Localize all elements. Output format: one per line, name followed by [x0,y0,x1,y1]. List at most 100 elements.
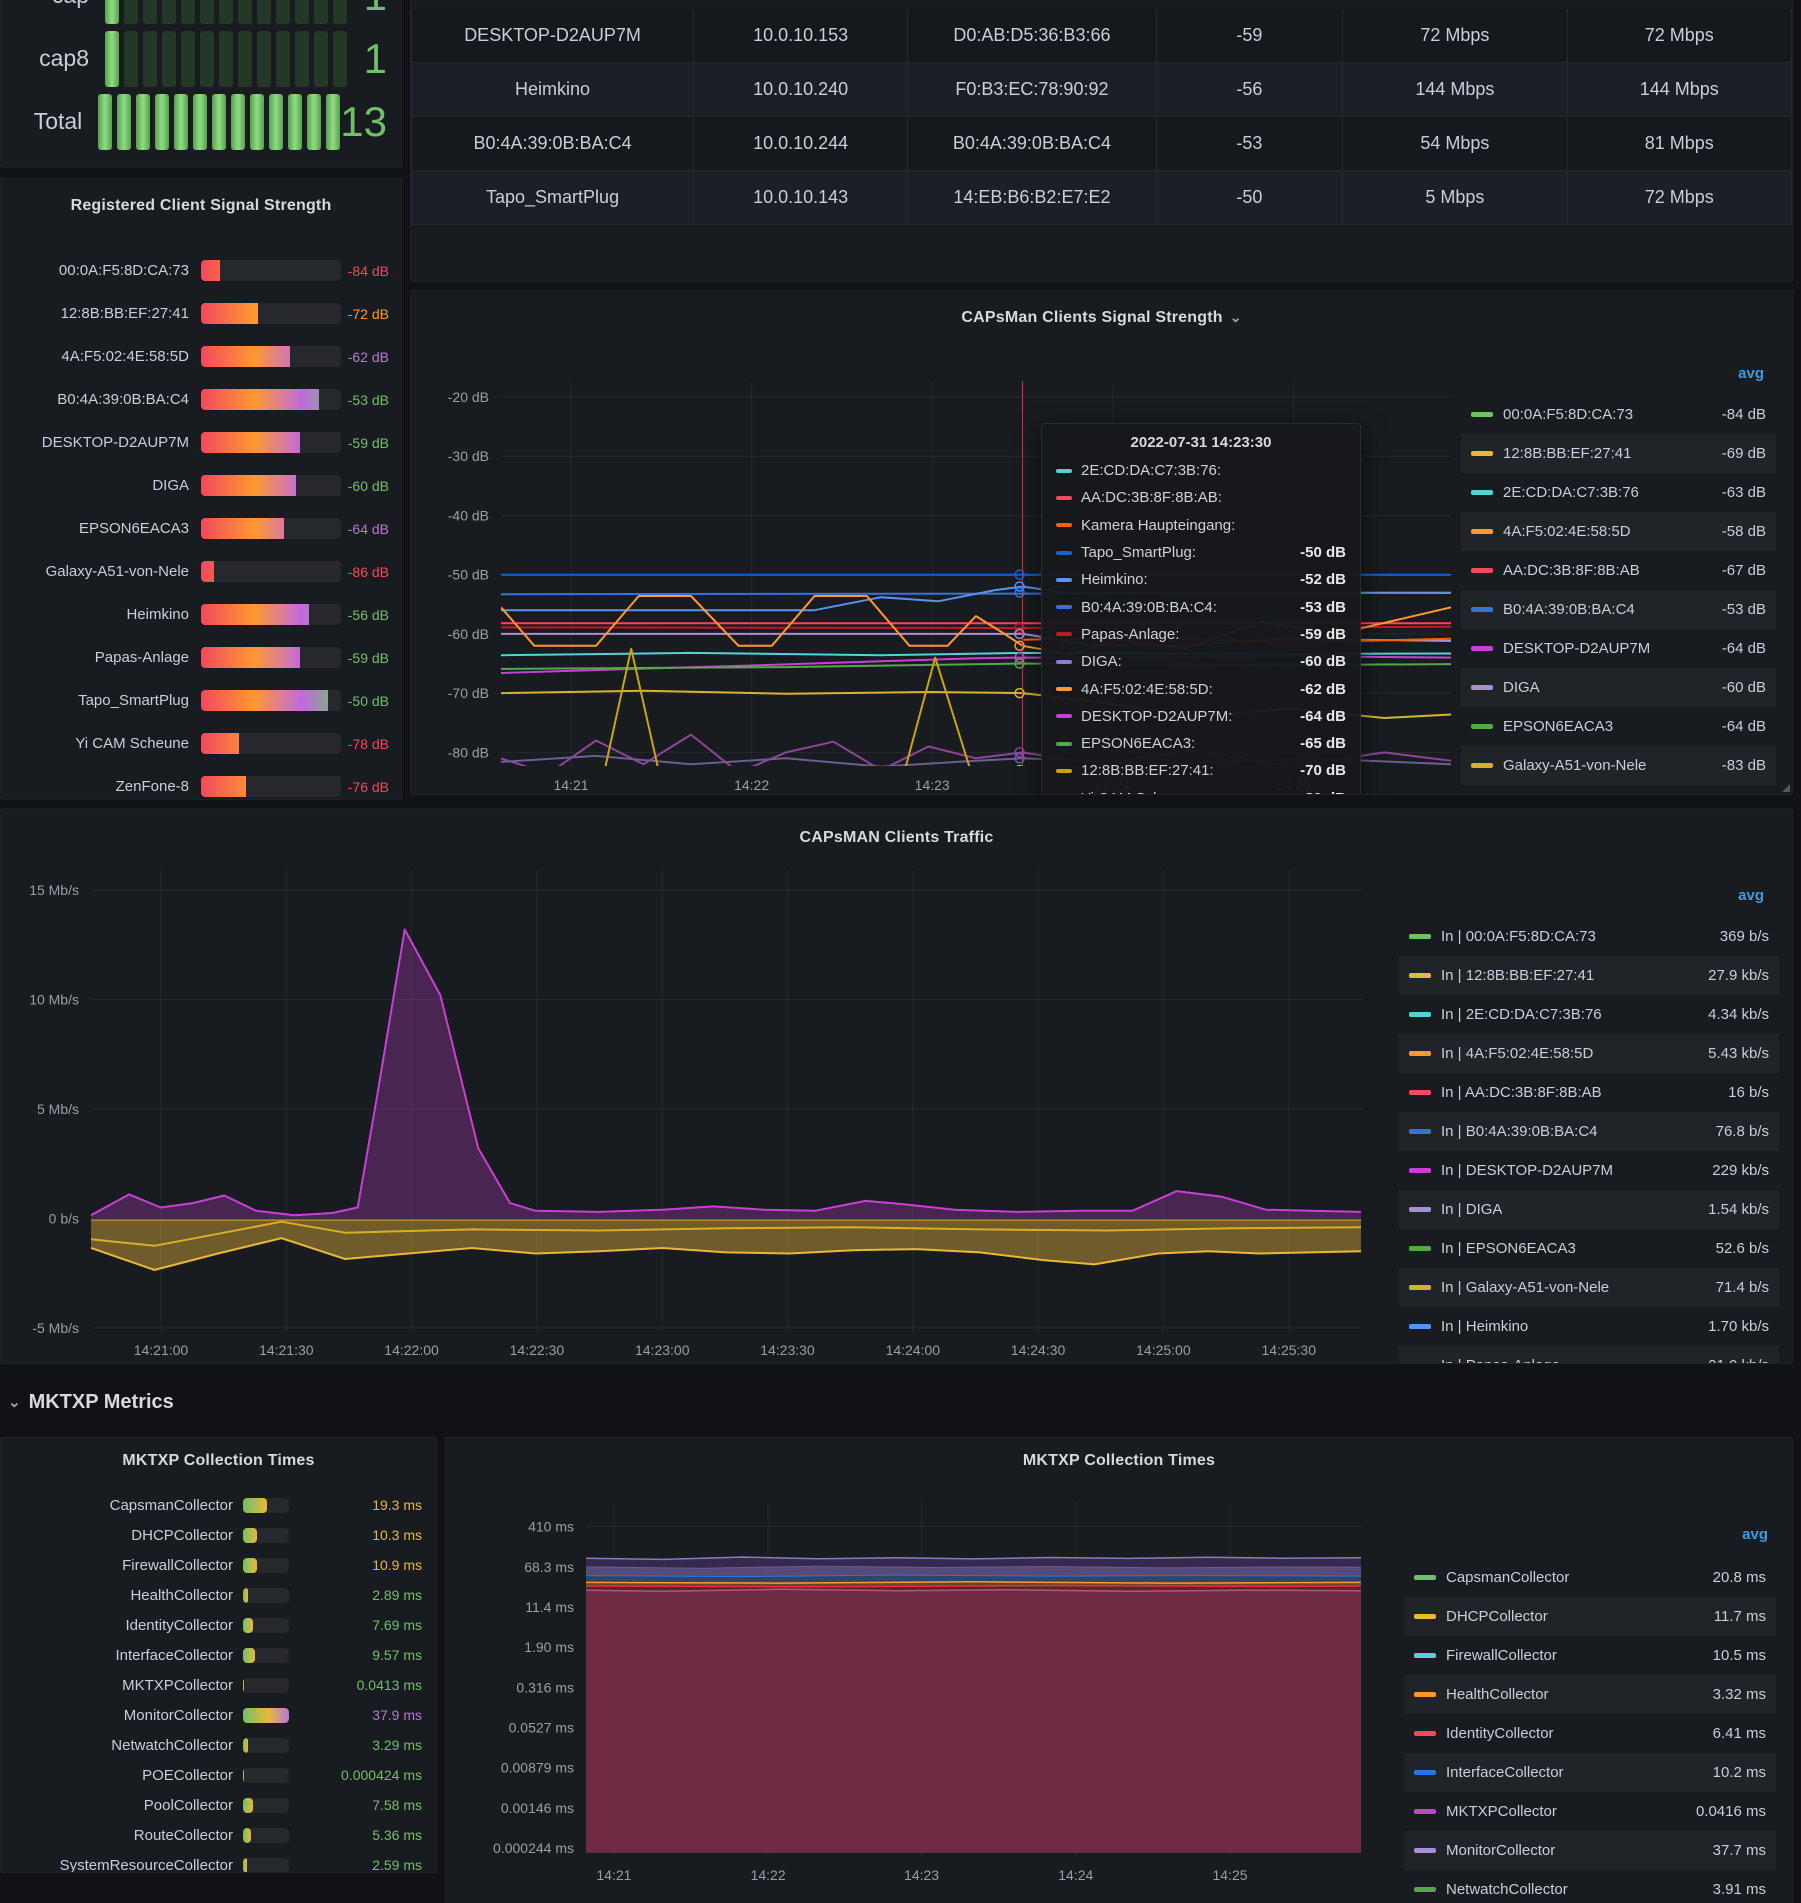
led-segment-off [276,0,290,24]
tooltip-label: EPSON6EACA3: [1081,735,1196,753]
legend-item[interactable]: 4A:F5:02:4E:58:5D -58 dB [1461,512,1776,551]
mktxp-gauge-value: 9.57 ms [372,1647,422,1663]
mktxp-gauge-row: NetwatchCollector 3.29 ms [1,1730,436,1760]
legend-item[interactable]: DHCPCollector 11.7 ms [1404,1597,1776,1636]
legend-item[interactable]: 2E:CD:DA:C7:3B:76 -63 dB [1461,473,1776,512]
mktxp-gauge-fill [243,1647,256,1663]
panel-title[interactable]: CAPsMAN Clients Traffic [799,829,994,846]
x-axis-label: 14:25:00 [1136,1342,1191,1358]
tooltip-label: Tapo_SmartPlug: [1081,544,1197,562]
mktxp-gauge-track [243,1677,289,1693]
legend-label: In | 2E:CD:DA:C7:3B:76 [1441,1006,1602,1023]
signal-gauge-track [201,475,341,496]
series-color-icon [1409,1285,1431,1290]
data-point-marker [1014,640,1025,652]
legend-item[interactable]: In | DESKTOP-D2AUP7M 229 kb/s [1399,1151,1779,1190]
led-segment-off [143,30,157,87]
panel-mktxp-collection-times-bars: MKTXP Collection Times CapsmanCollector 1… [0,1437,437,1873]
series-color-icon [1409,1051,1431,1056]
led-segment-off [162,0,176,24]
legend-item[interactable]: 00:0A:F5:8D:CA:73 -84 dB [1461,395,1776,434]
legend-item[interactable]: In | Galaxy-A51-von-Nele 71.4 b/s [1399,1268,1779,1307]
legend-value: 1.54 kb/s [1708,1201,1769,1218]
legend-item[interactable]: IdentityCollector 6.41 ms [1404,1714,1776,1753]
legend-item[interactable]: In | B0:4A:39:0B:BA:C4 76.8 b/s [1399,1112,1779,1151]
signal-gauge-label: 00:0A:F5:8D:CA:73 [58,262,189,279]
tooltip-row: Kamera Haupteingang: [1056,512,1346,539]
panel-capsman-clients-signal-strength: CAPsMan Clients Signal Strength ⌄ -20 dB -… [410,290,1793,795]
panel-title[interactable]: CAPsMan Clients Signal Strength ⌄ [411,309,1792,327]
led-segment-off [219,30,233,87]
led-segment-lit [307,93,322,150]
signal-gauge-track [201,561,341,582]
legend-avg-header[interactable]: avg [1742,1526,1768,1543]
y-axis-label: 5 Mb/s [37,1101,79,1117]
panel-title[interactable]: MKTXP Collection Times [122,1452,315,1469]
y-axis-label: 0.00146 ms [501,1800,574,1816]
led-segment-lit [105,30,119,87]
mktxp-gauge-value: 5.36 ms [372,1827,422,1843]
mktxp-gauge-value: 3.29 ms [372,1737,422,1753]
signal-gauge-label: Galaxy-A51-von-Nele [45,563,189,580]
legend-value: 4.34 kb/s [1708,1006,1769,1023]
legend-item[interactable]: In | Papas-Anlage 21.0 kb/s [1399,1346,1779,1364]
panel-registered-client-signal-strength: Registered Client Signal Strength 00:0A:… [0,178,402,800]
legend-item[interactable]: In | EPSON6EACA3 52.6 b/s [1399,1229,1779,1268]
signal-gauge-track [201,776,341,797]
mktxp-gauge-fill [243,1617,254,1633]
x-axis-label: 14:23:00 [635,1342,690,1358]
legend-item[interactable]: 12:8B:BB:EF:27:41 -69 dB [1461,434,1776,473]
legend-item[interactable]: MKTXPCollector 0.0416 ms [1404,1792,1776,1831]
legend-item[interactable]: In | 00:0A:F5:8D:CA:73 369 b/s [1399,917,1779,956]
signal-gauge-track [201,518,341,539]
legend-item[interactable]: In | DIGA 1.54 kb/s [1399,1190,1779,1229]
tooltip-value: -64 dB [1300,707,1346,725]
table-cell: B0:4A:39:0B:BA:C4 [411,117,695,171]
tooltip-value: -60 dB [1300,653,1346,671]
legend-value: -67 dB [1721,562,1766,579]
tooltip-label: Heimkino: [1081,571,1148,589]
series-color-icon [1409,1129,1431,1134]
legend-avg-header[interactable]: avg [1738,887,1764,904]
table-cell: 144 Mbps [1567,63,1792,117]
legend-item[interactable]: FirewallCollector 10.5 ms [1404,1636,1776,1675]
legend-item[interactable]: EPSON6EACA3 -64 dB [1461,707,1776,746]
legend-item[interactable]: InterfaceCollector 10.2 ms [1404,1753,1776,1792]
data-point-marker [1014,628,1025,640]
legend-item[interactable]: DIGA -60 dB [1461,668,1776,707]
legend-avg-header[interactable]: avg [1738,365,1764,382]
legend-value: 37.7 ms [1712,1842,1766,1859]
legend-item[interactable]: In | Heimkino 1.70 kb/s [1399,1307,1779,1346]
led-segment-lit [288,93,303,150]
legend-item[interactable]: AA:DC:3B:8F:8B:AB -67 dB [1461,551,1776,590]
section-mktxp-metrics[interactable]: ⌄ MKTXP Metrics [8,1386,174,1418]
mktxp-gauge-label: MonitorCollector [123,1706,233,1724]
data-point-marker [1016,764,1023,766]
panel-resize-handle[interactable] [1782,784,1790,792]
mktxp-chart-legend: CapsmanCollector 20.8 ms DHCPCollector 11.7… [1404,1558,1776,1903]
data-point-marker [1014,581,1025,592]
legend-item[interactable]: B0:4A:39:0B:BA:C4 -53 dB [1461,590,1776,629]
legend-item[interactable]: HealthCollector 3.32 ms [1404,1675,1776,1714]
legend-item[interactable]: In | AA:DC:3B:8F:8B:AB 16 b/s [1399,1073,1779,1112]
panel-title[interactable]: MKTXP Collection Times [1022,1452,1216,1469]
legend-item[interactable]: CapsmanCollector 20.8 ms [1404,1558,1776,1597]
series-color-icon [1409,973,1431,978]
legend-item[interactable]: In | 12:8B:BB:EF:27:41 27.9 kb/s [1399,956,1779,995]
series-line-band-red [586,1584,1361,1588]
signal-gauge-row: B0:4A:39:0B:BA:C4 -53 dB [1,378,401,421]
series-color-icon [1409,1363,1431,1364]
legend-item[interactable]: MonitorCollector 37.7 ms [1404,1831,1776,1870]
series-area-Out | clients [91,1220,1361,1270]
panel-title[interactable]: Registered Client Signal Strength [70,197,332,214]
led-segment-lit [174,93,189,150]
legend-item[interactable]: In | 2E:CD:DA:C7:3B:76 4.34 kb/s [1399,995,1779,1034]
mktxp-gauge-label: CapsmanCollector [109,1496,233,1514]
legend-item[interactable]: Galaxy-A51-von-Nele -83 dB [1461,746,1776,785]
series-color-icon [1409,1090,1431,1095]
legend-item[interactable]: In | 4A:F5:02:4E:58:5D 5.43 kb/s [1399,1034,1779,1073]
legend-item[interactable]: NetwatchCollector 3.91 ms [1404,1870,1776,1903]
series-color-icon [1471,646,1493,651]
legend-item[interactable]: DESKTOP-D2AUP7M -64 dB [1461,629,1776,668]
signal-gauge-row: Galaxy-A51-von-Nele -86 dB [1,550,401,593]
